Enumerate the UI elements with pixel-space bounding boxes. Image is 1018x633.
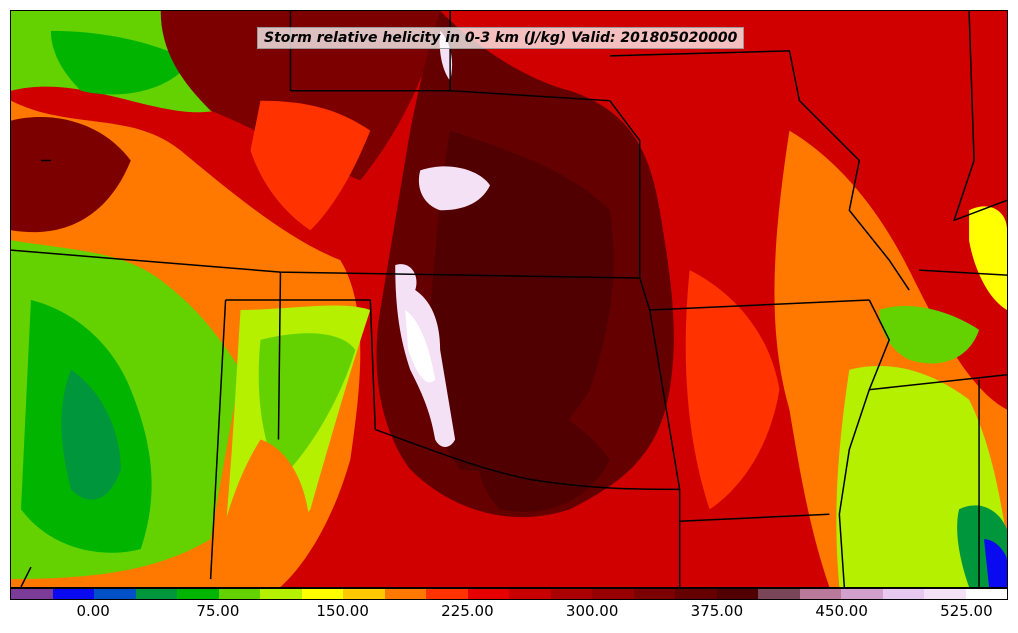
colorbar-swatch bbox=[550, 589, 592, 599]
colorbar-swatch bbox=[965, 589, 1007, 599]
colorbar-ticks: 0.00 75.00 150.00 225.00 300.00 375.00 450.00 5… bbox=[10, 602, 1008, 626]
colorbar-swatch bbox=[509, 589, 551, 599]
colorbar-swatch bbox=[882, 589, 924, 599]
colorbar-tick-label: 150.00 bbox=[316, 602, 369, 620]
colorbar-tick-label: 225.00 bbox=[441, 602, 494, 620]
colorbar-swatch bbox=[426, 589, 468, 599]
colorbar-swatch bbox=[94, 589, 136, 599]
colorbar-swatch bbox=[467, 589, 509, 599]
colorbar-swatch bbox=[218, 589, 260, 599]
map-title: Storm relative helicity in 0-3 km (J/kg)… bbox=[257, 27, 745, 49]
colorbar-tick-label: 0.00 bbox=[76, 602, 110, 620]
colorbar-swatch bbox=[592, 589, 634, 599]
colorbar-swatch bbox=[841, 589, 883, 599]
helicity-field-map bbox=[11, 11, 1007, 587]
colorbar-swatch bbox=[758, 589, 800, 599]
colorbar-swatch bbox=[384, 589, 426, 599]
colorbar-swatch bbox=[260, 589, 302, 599]
colorbar-swatch bbox=[924, 589, 966, 599]
state-boundaries bbox=[11, 11, 1007, 587]
colorbar-tick-label: 375.00 bbox=[690, 602, 744, 620]
colorbar-swatch bbox=[343, 589, 385, 599]
colorbar-swatch bbox=[135, 589, 177, 599]
colorbar-swatch bbox=[675, 589, 717, 599]
high-helicity-core-north bbox=[418, 166, 491, 211]
colorbar bbox=[10, 588, 1008, 600]
colorbar-swatch bbox=[177, 589, 219, 599]
colorbar-swatch bbox=[301, 589, 343, 599]
colorbar-swatch bbox=[716, 589, 758, 599]
colorbar-swatch bbox=[11, 589, 53, 599]
colorbar-tick-label: 525.00 bbox=[940, 602, 993, 620]
colorbar-tick-label: 450.00 bbox=[815, 602, 868, 620]
colorbar-tick-label: 300.00 bbox=[565, 602, 619, 620]
colorbar-swatch bbox=[52, 589, 94, 599]
colorbar-swatch bbox=[799, 589, 841, 599]
colorbar-tick-label: 75.00 bbox=[196, 602, 240, 620]
map-panel: Storm relative helicity in 0-3 km (J/kg)… bbox=[10, 10, 1008, 588]
colorbar-swatch bbox=[633, 589, 675, 599]
